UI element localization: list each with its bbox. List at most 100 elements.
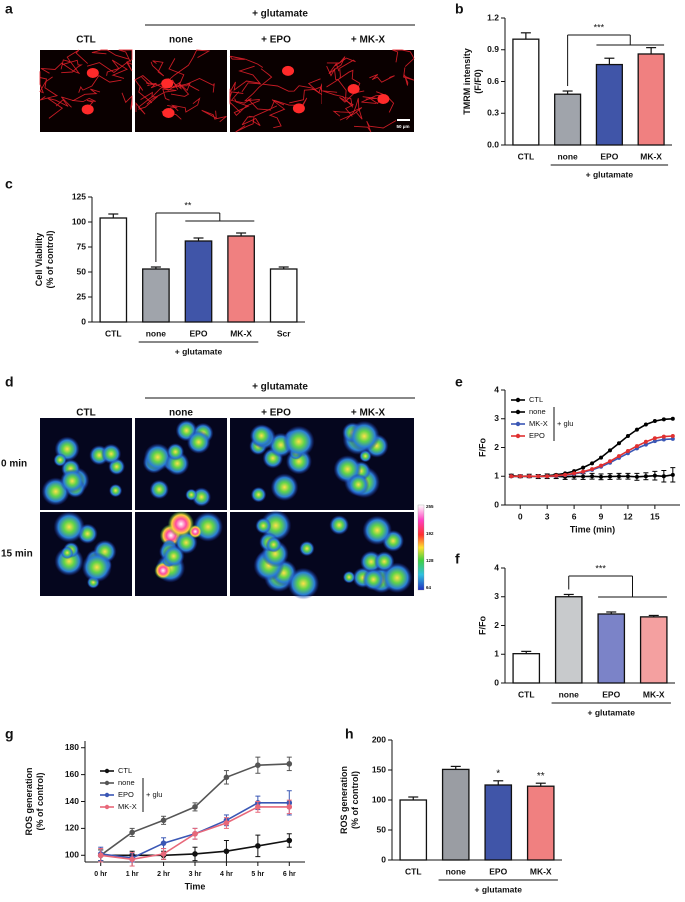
neurite bbox=[230, 91, 272, 111]
bar bbox=[595, 63, 623, 146]
marker bbox=[160, 840, 167, 846]
x-tick-label: EPO bbox=[602, 689, 620, 699]
bar bbox=[512, 653, 541, 684]
group-label: + glutamate bbox=[175, 346, 223, 356]
neurite bbox=[118, 49, 133, 63]
column-label: CTL bbox=[76, 35, 95, 46]
legend-marker bbox=[104, 780, 110, 786]
x-tick-label: 0 bbox=[518, 511, 523, 521]
neurite bbox=[86, 61, 133, 74]
x-tick-label: none bbox=[146, 328, 167, 338]
marker bbox=[634, 444, 639, 449]
marker bbox=[625, 474, 630, 479]
x-axis-label: Time bbox=[185, 881, 206, 891]
micrograph bbox=[322, 50, 414, 132]
y-tick-label: 140 bbox=[65, 796, 79, 806]
x-tick-label: 15 bbox=[650, 511, 660, 521]
bar bbox=[526, 785, 555, 861]
legend-label: EPO bbox=[118, 790, 134, 799]
x-tick-label: EPO bbox=[489, 866, 507, 876]
group-label: + glutamate bbox=[586, 169, 634, 179]
soma bbox=[86, 67, 99, 78]
bar bbox=[484, 784, 513, 861]
marker bbox=[527, 474, 532, 479]
x-tick-label: 9 bbox=[599, 511, 604, 521]
cell-signal bbox=[149, 479, 169, 500]
y-tick-label: 150 bbox=[372, 764, 386, 774]
scale-label: 50 μm bbox=[396, 124, 409, 129]
y-tick-label: 4 bbox=[494, 384, 499, 394]
row-label: 15 min bbox=[1, 549, 33, 560]
neurite bbox=[235, 105, 278, 133]
y-axis-label: TMRM intensity bbox=[462, 48, 472, 115]
y-axis-label: (F/F0) bbox=[473, 69, 483, 94]
x-tick-label: 0 hr bbox=[94, 871, 107, 878]
column-label: + EPO bbox=[261, 35, 291, 46]
x-tick-label: 4 hr bbox=[220, 871, 233, 878]
group-label: + glutamate bbox=[252, 382, 308, 393]
neurite bbox=[39, 71, 53, 94]
marker bbox=[616, 474, 621, 479]
neurite bbox=[60, 49, 89, 70]
marker bbox=[536, 474, 541, 479]
colorbar-label: 192 bbox=[426, 531, 434, 536]
bar bbox=[142, 268, 170, 323]
marker bbox=[509, 474, 514, 479]
soma bbox=[161, 78, 174, 89]
y-axis-label: (% of control) bbox=[35, 773, 45, 831]
neurite bbox=[403, 67, 415, 86]
neurite bbox=[39, 77, 59, 101]
marker bbox=[643, 442, 648, 447]
y-tick-label: 0 bbox=[81, 316, 86, 326]
neurite bbox=[135, 91, 153, 115]
neurite bbox=[171, 97, 201, 113]
y-tick-label: 0.6 bbox=[487, 76, 499, 86]
marker bbox=[590, 474, 595, 479]
y-tick-label: 1 bbox=[494, 471, 499, 481]
cell-signal bbox=[362, 515, 392, 546]
marker bbox=[670, 472, 675, 477]
neurite bbox=[243, 68, 273, 102]
neurite bbox=[334, 57, 356, 79]
soma bbox=[81, 104, 94, 115]
y-tick-label: 0.3 bbox=[487, 108, 499, 118]
neurite bbox=[346, 98, 363, 120]
marker bbox=[616, 454, 621, 459]
marker bbox=[286, 804, 293, 810]
x-tick-label: CTL bbox=[518, 151, 535, 161]
x-tick-label: none bbox=[559, 689, 580, 699]
x-tick-label: none bbox=[557, 151, 578, 161]
cell-signal bbox=[347, 473, 370, 496]
y-tick-label: 100 bbox=[72, 216, 86, 226]
marker bbox=[255, 843, 261, 849]
panel-letter: b bbox=[455, 1, 464, 17]
y-tick-label: 0.0 bbox=[487, 139, 499, 149]
marker bbox=[223, 774, 230, 781]
x-tick-label: 1 hr bbox=[126, 871, 139, 878]
marker bbox=[192, 804, 198, 810]
y-tick-label: 180 bbox=[65, 742, 79, 752]
marker bbox=[608, 459, 612, 464]
cell-signal bbox=[162, 545, 185, 568]
panel-letter: g bbox=[5, 726, 14, 742]
marker bbox=[590, 467, 595, 472]
cell-signal bbox=[167, 510, 195, 538]
group-label: + glutamate bbox=[475, 884, 523, 894]
legend-marker bbox=[515, 421, 521, 427]
neurite bbox=[72, 97, 96, 109]
marker bbox=[554, 473, 559, 478]
neurite bbox=[369, 73, 395, 83]
y-tick-label: 0 bbox=[494, 499, 499, 509]
y-axis-label: F/Fo bbox=[477, 616, 487, 635]
neurite bbox=[392, 49, 415, 67]
cell-signal bbox=[250, 486, 267, 503]
neurite bbox=[238, 65, 262, 93]
marker bbox=[223, 820, 230, 826]
cell-signal bbox=[143, 443, 172, 472]
marker bbox=[625, 448, 630, 453]
marker bbox=[160, 851, 167, 857]
cell-signal bbox=[362, 568, 385, 591]
significance-label: ** bbox=[537, 771, 545, 782]
neurite bbox=[268, 99, 286, 129]
